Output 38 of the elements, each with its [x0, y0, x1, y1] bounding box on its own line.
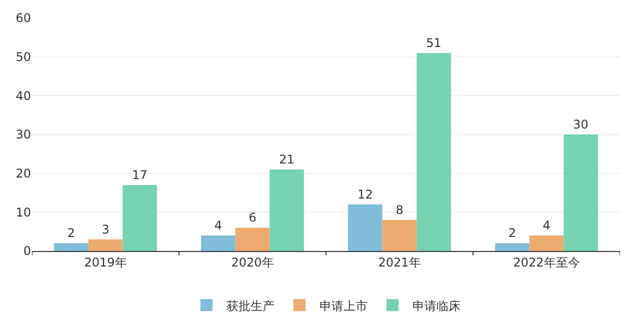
data-label: 17	[132, 168, 148, 182]
x-tick-label: 2019年	[84, 255, 127, 270]
y-tick-label: 10	[16, 205, 31, 220]
data-label: 12	[358, 187, 373, 202]
y-tick-label: 30	[16, 128, 31, 142]
y-tick-label: 40	[16, 88, 31, 103]
data-label: 4	[542, 218, 550, 232]
bar	[564, 134, 598, 251]
bar	[382, 220, 417, 251]
y-tick-label: 50	[16, 50, 31, 64]
data-label: 6	[248, 210, 256, 225]
bar	[122, 184, 157, 251]
legend-label: 申请上市	[320, 298, 368, 313]
legend-label: 申请临床	[412, 298, 460, 313]
y-tick-label: 60	[16, 11, 31, 26]
bar	[495, 243, 530, 251]
data-label: 21	[279, 152, 294, 166]
y-tick-label: 0	[23, 244, 31, 258]
bar	[416, 52, 451, 251]
x-tick-label: 2022年至今	[513, 255, 580, 270]
x-tick-label: 2021年	[378, 255, 421, 270]
bar	[201, 235, 236, 251]
data-label: 2	[508, 226, 516, 240]
data-label: 2	[67, 226, 76, 240]
data-label: 3	[102, 222, 110, 236]
bar	[348, 204, 382, 251]
bar	[270, 169, 304, 251]
bar	[235, 228, 270, 251]
data-label: 51	[426, 36, 442, 50]
bar	[88, 239, 123, 251]
bar	[529, 235, 564, 251]
data-label: 8	[396, 202, 404, 217]
legend-label: 获批生产	[226, 298, 274, 313]
x-tick-label: 2020年	[231, 255, 274, 270]
y-tick-label: 20	[16, 166, 31, 181]
data-label: 30	[573, 118, 588, 132]
bar	[54, 243, 88, 251]
data-label: 4	[214, 218, 222, 232]
